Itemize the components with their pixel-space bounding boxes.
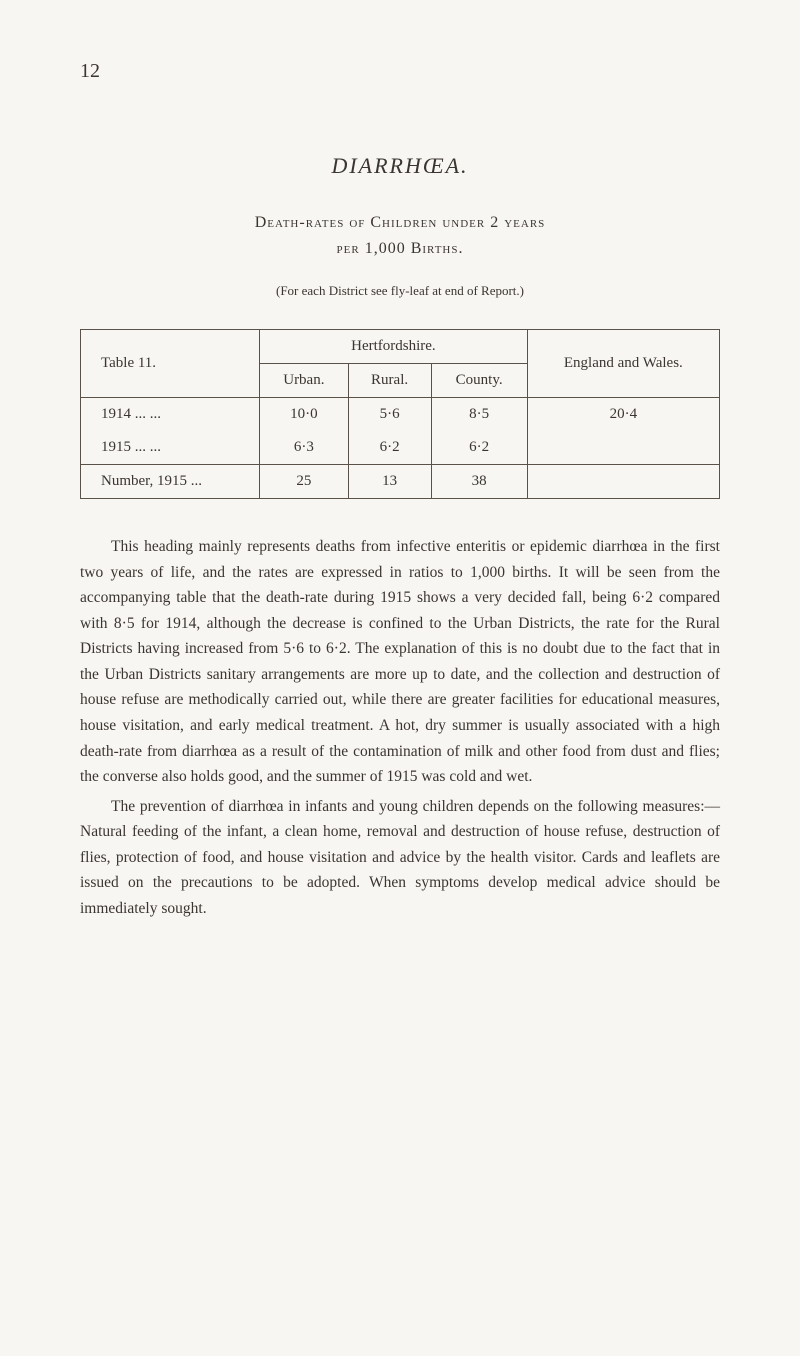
cell-urban-1914: 10·0 (260, 398, 349, 432)
cell-england-1915 (527, 431, 719, 465)
paragraph-2: The prevention of diarrhœa in infants an… (80, 794, 720, 922)
cell-county-1914: 8·5 (431, 398, 527, 432)
page-number: 12 (80, 60, 720, 83)
header-england: England and Wales. (527, 330, 719, 398)
paragraph-1: This heading mainly represents deaths fr… (80, 534, 720, 790)
subtitle-line2: per 1,000 Births. (80, 240, 720, 258)
col-county: County. (431, 364, 527, 398)
col-urban: Urban. (260, 364, 349, 398)
table-header-row1: Table 11. Hertfordshire. England and Wal… (81, 330, 720, 364)
table-label: Table 11. (81, 330, 260, 398)
cell-rural-1914: 5·6 (348, 398, 431, 432)
subtitle-line1: Death-rates of Children under 2 years (80, 214, 720, 232)
cell-rural-1915: 6·2 (348, 431, 431, 465)
footer-label: Number, 1915 ... (81, 465, 260, 499)
cell-england-1914: 20·4 (527, 398, 719, 432)
footer-county: 38 (431, 465, 527, 499)
table-row: 1915 ... ... 6·3 6·2 6·2 (81, 431, 720, 465)
table-row: 1914 ... ... 10·0 5·6 8·5 20·4 (81, 398, 720, 432)
cell-urban-1915: 6·3 (260, 431, 349, 465)
header-hertfordshire: Hertfordshire. (260, 330, 528, 364)
table-footer-row: Number, 1915 ... 25 13 38 (81, 465, 720, 499)
footer-england (527, 465, 719, 499)
page-title: DIARRHŒA. (80, 153, 720, 179)
row-label-1915: 1915 ... ... (81, 431, 260, 465)
footer-urban: 25 (260, 465, 349, 499)
footer-rural: 13 (348, 465, 431, 499)
table-note: (For each District see fly-leaf at end o… (80, 283, 720, 299)
cell-county-1915: 6·2 (431, 431, 527, 465)
row-label-1914: 1914 ... ... (81, 398, 260, 432)
data-table: Table 11. Hertfordshire. England and Wal… (80, 329, 720, 499)
col-rural: Rural. (348, 364, 431, 398)
